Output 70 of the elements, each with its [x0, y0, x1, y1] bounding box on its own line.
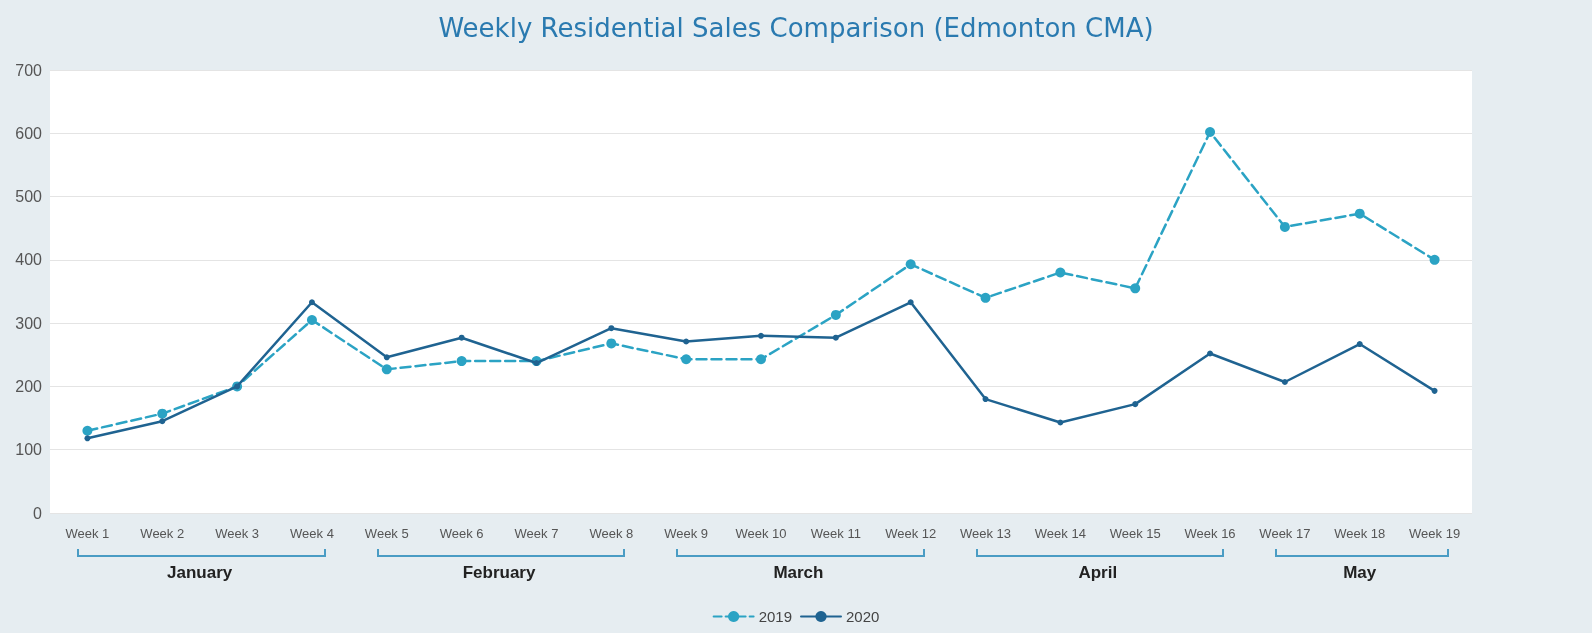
point: [1055, 267, 1066, 278]
point: [383, 354, 390, 361]
y-tick-label: 100: [15, 441, 43, 459]
point: [456, 356, 467, 367]
text: April: [1077, 563, 1119, 583]
point: [1205, 127, 1216, 138]
x-tick-label: Week 13: [959, 526, 1012, 541]
point: [982, 396, 989, 403]
point: [306, 314, 317, 325]
x-tick-label: Week 10: [735, 526, 787, 541]
point: [606, 338, 617, 349]
point: [1130, 283, 1141, 294]
y-tick-label: 0: [33, 504, 43, 522]
x-tick-label: Week 9: [664, 526, 709, 541]
x-tick-label: Week 2: [140, 526, 185, 541]
chart-title: Weekly Residential Sales Comparison (Edmonton CMA): [438, 13, 1154, 43]
point: [1132, 401, 1139, 408]
y-tick-label: 200: [15, 377, 43, 395]
x-tick-label: Week 17: [1259, 526, 1311, 541]
x-tick-label: Week 18: [1334, 526, 1386, 541]
point: [758, 332, 764, 339]
text: May: [1342, 563, 1378, 583]
point: [533, 360, 540, 367]
x-tick-label: Week 8: [589, 526, 634, 541]
point: [82, 425, 93, 436]
x-tick-label: Week 19: [1409, 526, 1461, 541]
y-tick-label: 400: [15, 251, 43, 269]
point: [980, 292, 991, 303]
point: [683, 338, 690, 345]
x-tick-label: Week 3: [215, 526, 260, 541]
y-tick-label: 500: [15, 188, 43, 206]
legend-label: 2019: [758, 608, 793, 625]
text: March: [772, 563, 825, 583]
point: [381, 364, 392, 375]
point: [157, 408, 168, 419]
point: [608, 325, 615, 332]
x-tick-label: Week 15: [1109, 526, 1161, 541]
point: [832, 334, 839, 341]
point: [756, 354, 766, 365]
x-tick-label: Week 1: [65, 526, 110, 541]
point: [1279, 221, 1290, 232]
point: [1281, 379, 1288, 385]
y-tick-label: 300: [15, 314, 43, 332]
point: [1429, 254, 1440, 265]
point: [1207, 350, 1214, 357]
y-tick-label: 700: [15, 61, 43, 79]
text: February: [461, 563, 537, 583]
point: [159, 418, 166, 425]
point: [458, 334, 465, 341]
point: [830, 309, 841, 320]
point: [681, 354, 692, 365]
point: [1431, 387, 1438, 394]
x-tick-label: Week 4: [290, 526, 334, 541]
x-tick-label: Week 6: [439, 526, 484, 541]
point: [1057, 419, 1064, 426]
point: [1356, 341, 1363, 348]
x-tick-label: Week 16: [1184, 526, 1236, 541]
legend-label: 2020: [846, 608, 880, 625]
text: January: [166, 563, 234, 583]
point: [84, 435, 91, 442]
point: [905, 259, 916, 270]
x-tick-label: Week 5: [364, 526, 409, 541]
x-tick-label: Week 12: [885, 526, 937, 541]
y-tick-label: 600: [15, 124, 43, 142]
point: [1354, 208, 1365, 219]
x-tick-label: Week 14: [1034, 526, 1086, 541]
point: [907, 299, 914, 306]
x-tick-label: Week 11: [810, 526, 861, 541]
x-tick-label: Week 7: [514, 526, 559, 541]
point: [308, 299, 315, 306]
